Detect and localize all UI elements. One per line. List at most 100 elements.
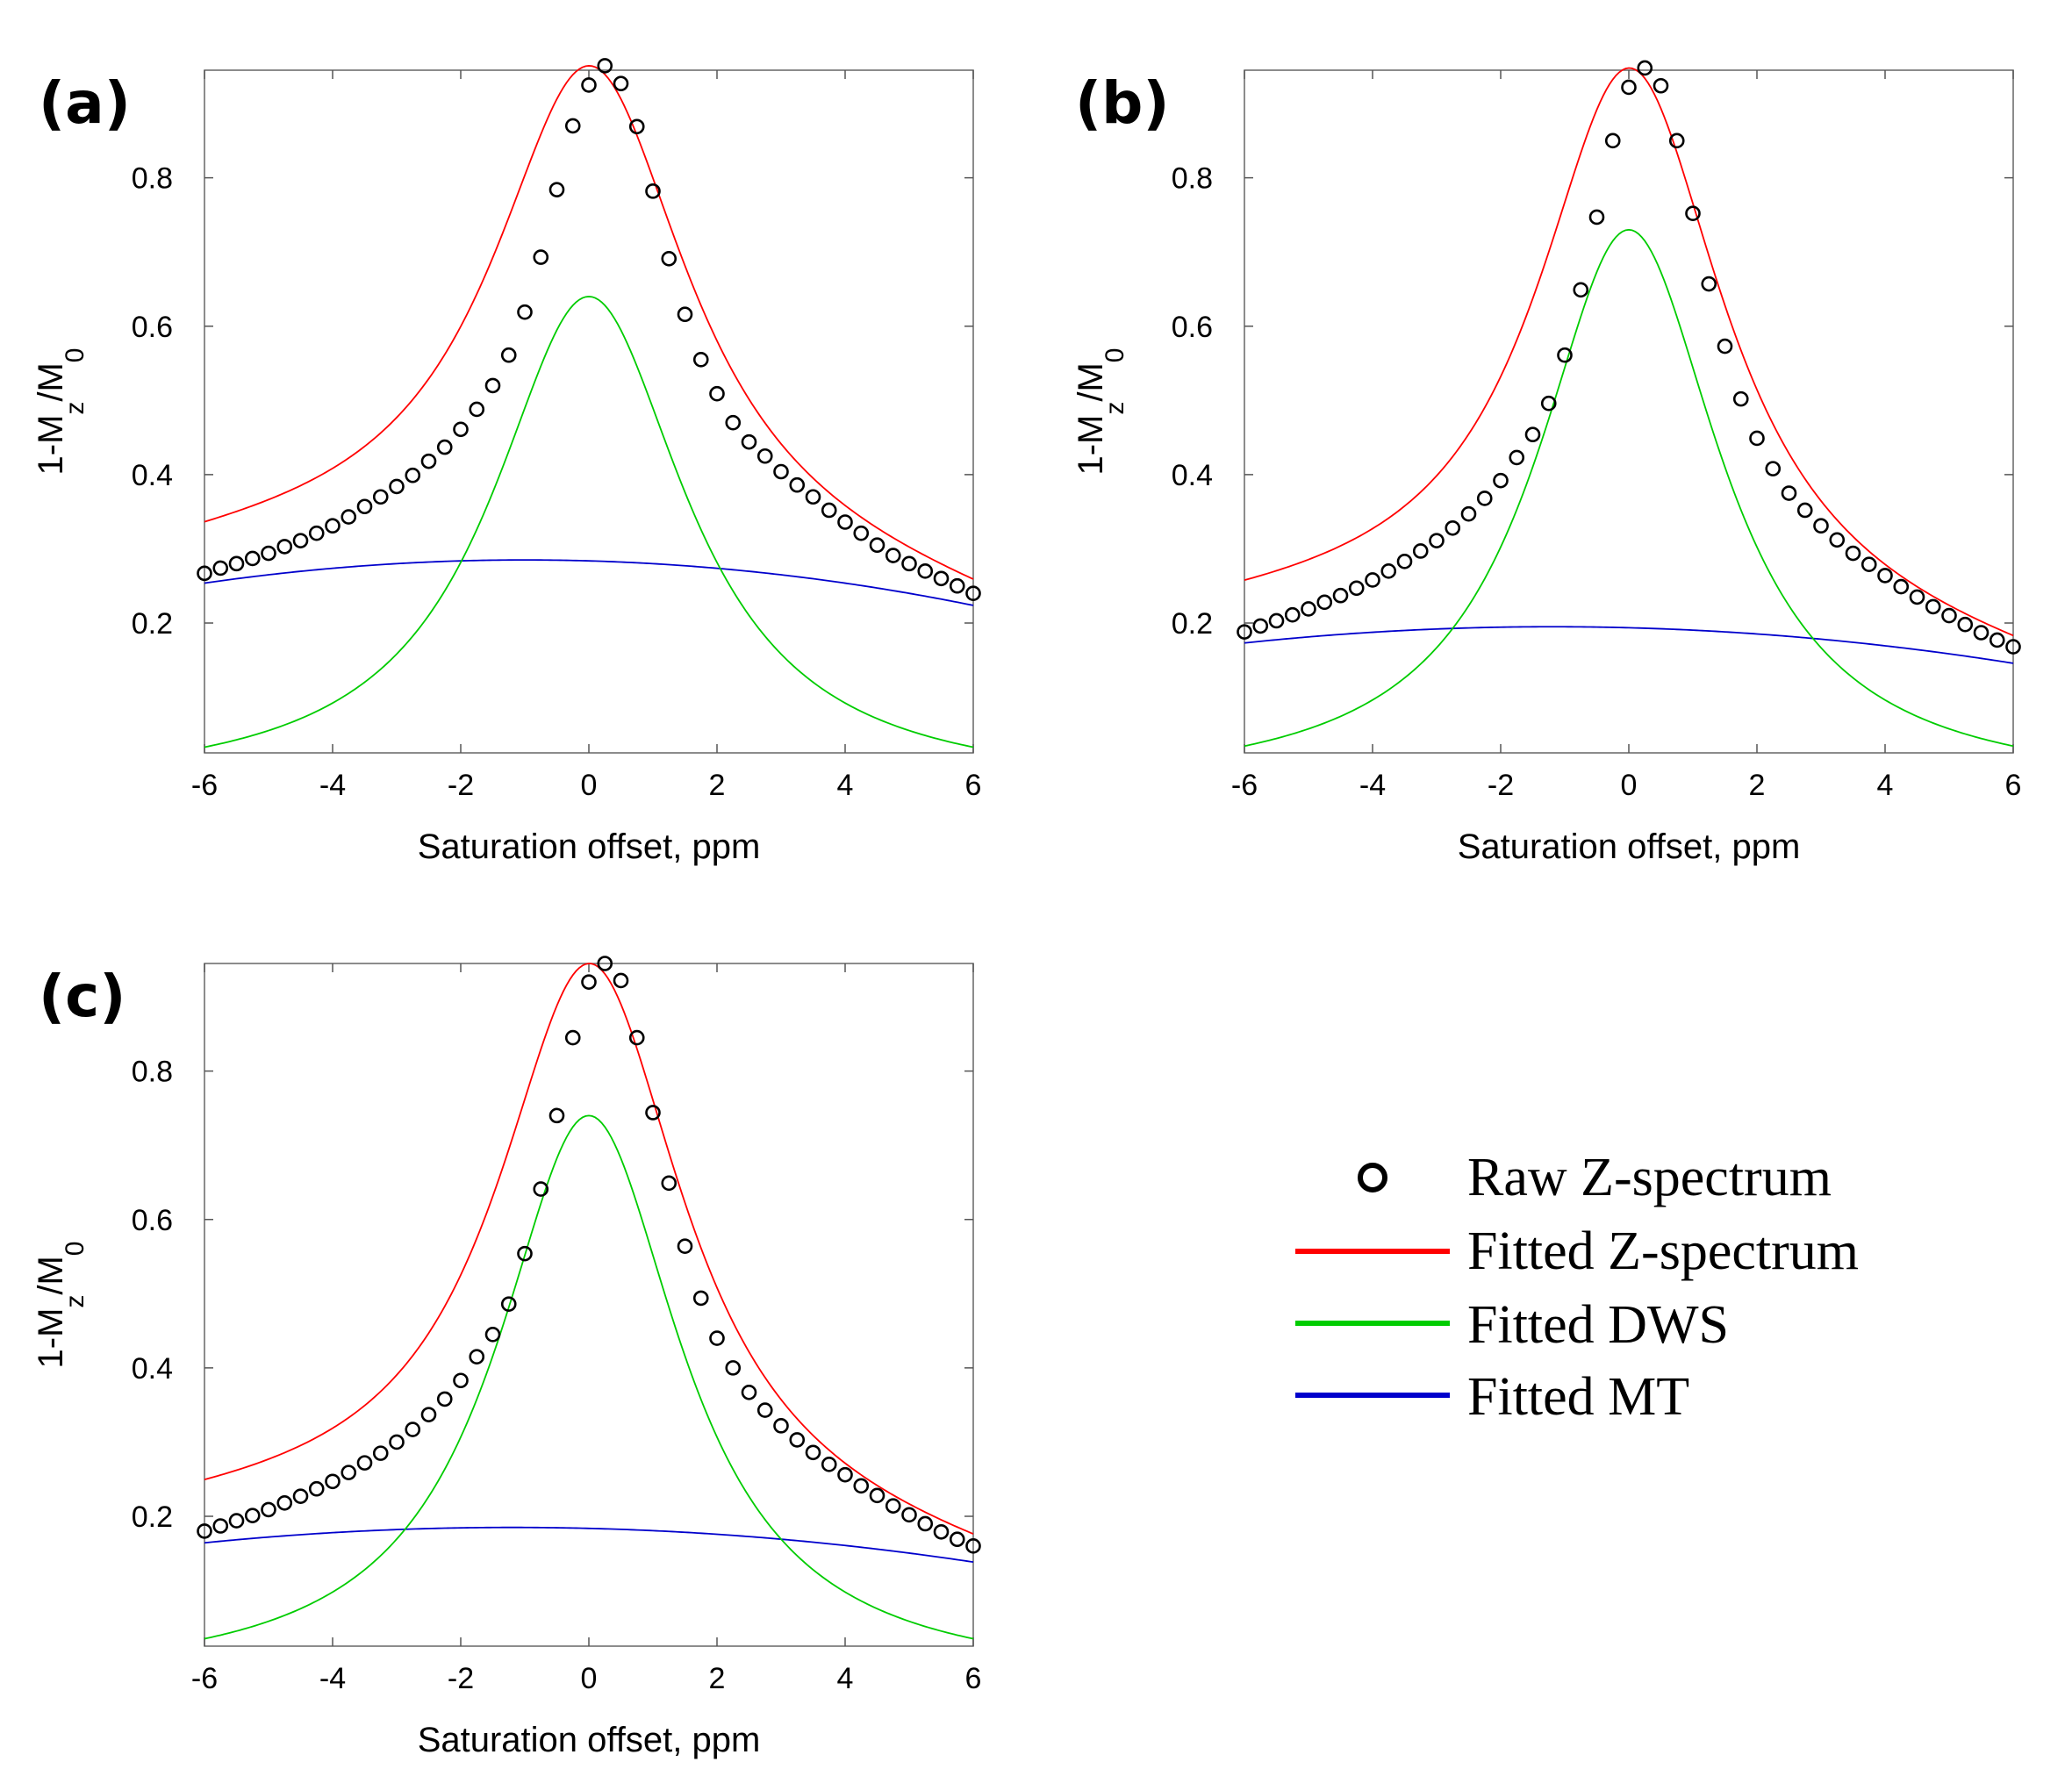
y-tick-label: 0.6 (1172, 311, 1213, 344)
series-fitted-mt (204, 1526, 974, 1564)
x-tick-label: -2 (448, 769, 474, 802)
raw-data-point (1829, 532, 1846, 548)
raw-data-point (917, 563, 934, 579)
y-tick-label: 0.2 (1172, 607, 1213, 641)
series-fitted-mt (204, 559, 974, 606)
chart-panel: (b) -6 -4 -2 0 2 4 6 0.2 0.4 0.6 0.8 Saturation offs… (1072, 60, 2022, 866)
raw-data-point (756, 1402, 773, 1418)
raw-data-point (725, 1360, 742, 1376)
raw-data-point (933, 570, 950, 587)
raw-data-point (692, 352, 709, 368)
x-axis-title: Saturation offset, ppm (418, 1721, 761, 1759)
raw-data-point (1540, 395, 1557, 412)
series-fitted-dws (204, 1114, 974, 1640)
raw-data-point (1989, 632, 2005, 648)
raw-data-point (405, 1422, 421, 1437)
raw-data-point (341, 509, 357, 525)
raw-data-point (1460, 505, 1477, 522)
chart-panels: (a) -6 -4 -2 0 2 4 6 0.2 0.4 0.6 0.8 Saturation offs… (32, 58, 2022, 1759)
raw-data-point (197, 1523, 212, 1539)
raw-data-point (1588, 209, 1605, 226)
x-axis-title: Saturation offset, ppm (418, 827, 761, 866)
raw-data-point (805, 489, 821, 505)
raw-data-point (1445, 519, 1461, 536)
raw-data-point (1653, 77, 1669, 94)
raw-data-point (1301, 601, 1316, 617)
raw-data-point (325, 1473, 341, 1490)
x-tick-label: 2 (1749, 769, 1766, 802)
raw-data-point (1604, 132, 1621, 149)
raw-data-point (276, 539, 293, 555)
raw-data-point (533, 1181, 549, 1197)
raw-data-point (1749, 430, 1765, 447)
raw-data-point (1813, 518, 1829, 534)
raw-data-point (853, 1478, 870, 1494)
raw-data-point (1237, 624, 1252, 640)
chart-panel: (c) -6 -4 -2 0 2 4 6 0.2 0.4 0.6 0.8 Saturation offs… (32, 956, 981, 1759)
raw-data-point (548, 1107, 565, 1124)
x-tick-label: 6 (2005, 769, 2022, 802)
raw-data-point (901, 555, 917, 572)
plot-frame (1244, 69, 2014, 754)
raw-data-point (1380, 563, 1397, 579)
x-tick-label: -6 (191, 1662, 218, 1695)
y-tick-label: 0.4 (132, 459, 173, 492)
raw-data-point (453, 1372, 469, 1389)
raw-data-point (1781, 485, 1797, 501)
raw-data-point (692, 1290, 709, 1307)
raw-data-point (436, 1391, 453, 1407)
raw-data-point (1701, 276, 1717, 292)
raw-data-point (1668, 132, 1685, 149)
raw-data-point (1509, 449, 1525, 466)
raw-data-point (741, 433, 757, 450)
raw-data-point (244, 1508, 261, 1523)
raw-data-point (469, 1349, 485, 1364)
raw-data-point (1332, 587, 1349, 604)
raw-data-point (244, 550, 261, 567)
y-tick-label: 0.8 (1172, 162, 1213, 196)
raw-data-point (933, 1523, 950, 1540)
series-fitted-dws (1244, 228, 2014, 748)
raw-data-point (805, 1444, 821, 1461)
raw-data-point (1685, 205, 1701, 222)
raw-data-point (1717, 338, 1733, 355)
x-tick-label: 6 (965, 769, 982, 802)
chart-panel: (a) -6 -4 -2 0 2 4 6 0.2 0.4 0.6 0.8 Saturation offs… (32, 58, 982, 866)
raw-data-point (1765, 461, 1782, 476)
raw-data-point (853, 525, 870, 541)
raw-data-point (389, 1434, 405, 1450)
raw-data-point (917, 1515, 934, 1532)
y-tick-label: 0.6 (132, 311, 173, 344)
raw-data-point (869, 537, 885, 554)
legend-label-fitted-dws: Fitted DWS (1467, 1295, 1729, 1355)
legend-marker-raw (1358, 1163, 1387, 1192)
panel-label: (a) (39, 69, 131, 137)
x-tick-label: -6 (191, 769, 218, 802)
raw-data-point (228, 1513, 245, 1529)
raw-data-point (228, 555, 245, 572)
raw-data-point (885, 1498, 901, 1514)
raw-data-point (1524, 426, 1541, 443)
raw-data-point (308, 1480, 325, 1497)
raw-data-point (1621, 79, 1637, 96)
legend-label-raw: Raw Z-spectrum (1467, 1148, 1832, 1207)
raw-data-point (197, 565, 212, 582)
y-axis-title: 1-Mz/M0 (1072, 347, 1129, 475)
raw-data-point (645, 1105, 661, 1121)
raw-data-point (581, 77, 597, 93)
raw-data-point (628, 118, 645, 135)
raw-data-point (261, 1501, 276, 1518)
legend-label-fitted-z: Fitted Z-spectrum (1467, 1221, 1859, 1281)
raw-data-point (1365, 572, 1380, 588)
y-axis-title: 1-Mz/M0 (32, 1241, 90, 1368)
raw-data-point (1396, 554, 1413, 569)
raw-data-point (741, 1384, 757, 1400)
x-tick-label: -4 (319, 1662, 346, 1695)
raw-data-point (613, 75, 629, 92)
x-tick-label: -2 (1488, 769, 1514, 802)
raw-data-point (837, 1466, 853, 1483)
panel-label: (b) (1075, 69, 1170, 137)
x-tick-label: 0 (1621, 769, 1638, 802)
y-tick-label: 0.2 (132, 607, 173, 641)
raw-data-point (276, 1494, 293, 1511)
